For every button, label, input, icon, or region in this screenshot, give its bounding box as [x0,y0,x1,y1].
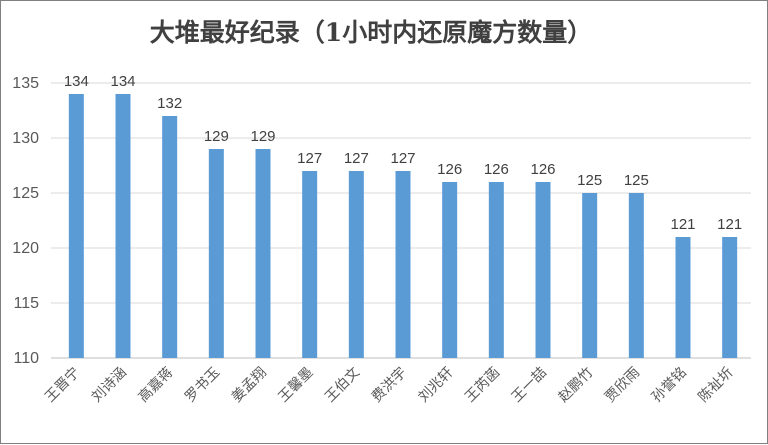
bar [628,193,644,358]
data-label: 126 [484,161,509,178]
y-axis: 110 115 120 125 130 135 [12,75,39,367]
data-label: 129 [204,128,229,145]
bar [535,182,551,358]
x-tick-label: 费洪宇 [369,365,410,406]
x-tick-label: 高嘉蒋 [135,364,177,406]
x-tick-label: 孙誉铭 [649,365,690,406]
y-tick-label: 130 [12,130,39,147]
bar [722,237,738,358]
x-tick-label: 贾欣雨 [602,365,643,406]
bar [395,171,411,358]
y-tick-label: 115 [13,295,39,312]
data-label: 134 [110,73,135,90]
y-tick-label: 110 [13,350,39,367]
x-tick-label: 刘诗涵 [89,365,130,406]
data-labels: 134 134 132 129 129 127 127 127 126 126 126 125 125 1… [64,73,742,233]
bar [115,94,131,358]
x-tick-label: 姜孟翔 [229,365,270,406]
bar [68,94,84,358]
y-tick-label: 120 [12,240,39,257]
x-axis: 王晋宁 刘诗涵 高嘉蒋 罗书玉 姜孟翔 王馨墨 王伯文 费洪宇 刘兆轩 王芮菡 王一喆 赵鹏竹 贾欣雨孙… [41,364,736,406]
data-label: 121 [670,216,695,233]
data-label: 121 [717,216,742,233]
x-tick-label: 王晋宁 [41,364,83,406]
bar [255,149,271,358]
bar [348,171,364,358]
data-label: 132 [157,95,182,112]
data-label: 125 [577,172,602,189]
data-label: 127 [390,150,415,167]
x-tick-label: 王伯文 [322,365,363,406]
chart-title: 大堆最好纪录（1小时内还原魔方数量） [149,18,593,47]
x-tick-label: 陈祉圻 [695,364,737,406]
bar [162,116,178,358]
x-tick-label: 王芮菡 [461,364,503,406]
x-tick-label: 王一喆 [509,365,550,406]
bar [302,171,318,358]
bars [68,94,738,358]
data-label: 127 [297,150,322,167]
x-tick-label: 刘兆轩 [415,365,456,406]
data-label: 126 [437,161,462,178]
data-label: 129 [250,128,275,145]
data-label: 125 [624,172,649,189]
x-tick-label: 罗书玉 [182,365,223,406]
bar [208,149,224,358]
x-tick-label: 赵鹏竹 [555,365,596,406]
y-tick-label: 135 [12,75,39,92]
bar [582,193,598,358]
bar [442,182,458,358]
data-label: 134 [64,73,89,90]
y-tick-label: 125 [12,185,39,202]
data-label: 126 [530,161,555,178]
data-label: 127 [344,150,369,167]
bar [488,182,504,358]
x-tick-label: 王馨墨 [275,365,316,406]
bar [675,237,691,358]
